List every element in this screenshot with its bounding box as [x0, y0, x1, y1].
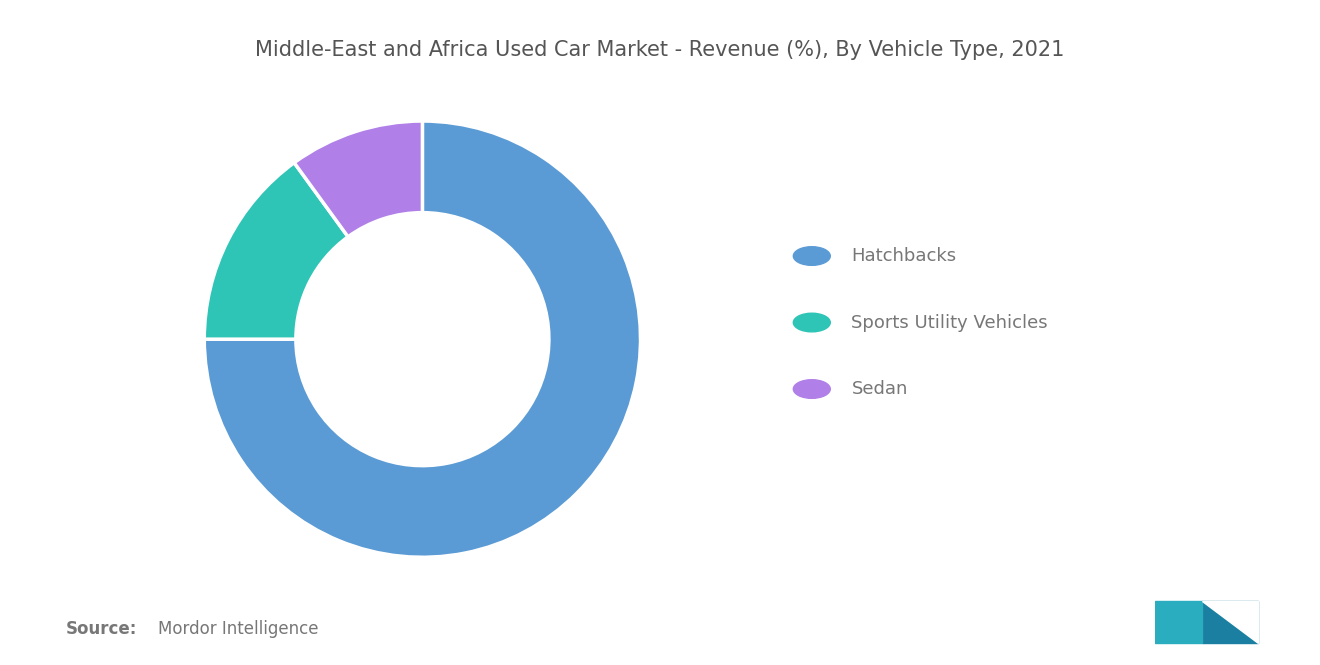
Polygon shape — [1203, 601, 1258, 643]
Bar — [1155, 601, 1203, 643]
Text: Hatchbacks: Hatchbacks — [851, 247, 957, 265]
Text: Source:: Source: — [66, 620, 137, 638]
Wedge shape — [294, 121, 422, 237]
Bar — [1203, 601, 1258, 643]
Text: Sedan: Sedan — [851, 380, 908, 398]
Wedge shape — [205, 121, 640, 557]
Wedge shape — [205, 163, 348, 339]
Text: Sports Utility Vehicles: Sports Utility Vehicles — [851, 313, 1048, 332]
Text: Middle-East and Africa Used Car Market - Revenue (%), By Vehicle Type, 2021: Middle-East and Africa Used Car Market -… — [255, 40, 1065, 60]
Text: Mordor Intelligence: Mordor Intelligence — [158, 620, 319, 638]
